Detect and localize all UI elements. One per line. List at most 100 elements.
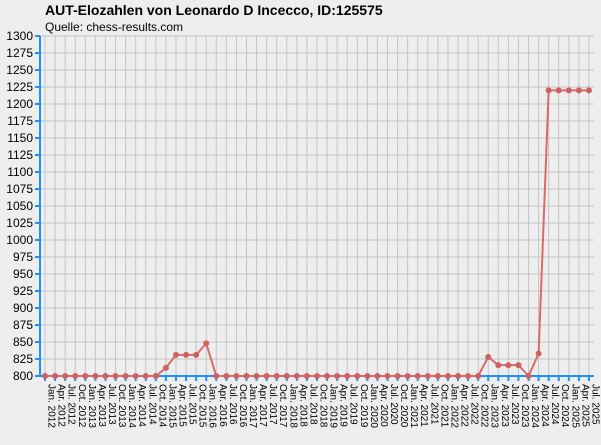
y-tick-labels: 800 825 850 875 900 925 950 975 1000 1025 1050 1075… [6, 29, 33, 383]
x-tick-label: Jul. 2021 [428, 384, 439, 425]
x-tick-label: Jan. 2013 [86, 384, 97, 428]
data-point [485, 353, 492, 360]
data-point [122, 373, 129, 379]
x-tick-label: Jan. 2017 [247, 384, 258, 428]
data-point [213, 373, 220, 379]
x-tick-label: Jul. 2015 [187, 384, 198, 425]
data-point [404, 373, 411, 379]
data-point [515, 362, 522, 369]
x-tick-label: Apr. 2019 [338, 384, 349, 427]
data-point [414, 373, 421, 379]
y-tick-label: 1125 [7, 148, 33, 162]
y-tick-label: 1300 [6, 29, 33, 43]
x-tick-label: Apr. 2023 [499, 384, 510, 427]
x-tick-label: Jul. 2013 [106, 384, 117, 425]
y-tick-label: 875 [13, 318, 33, 332]
data-point [495, 362, 502, 369]
data-point [263, 373, 270, 379]
y-tick-label: 925 [13, 284, 33, 298]
x-tick-label: Oct. 2021 [438, 384, 449, 428]
x-tick-label: Jan. 2021 [408, 384, 419, 428]
data-point [193, 351, 200, 358]
data-point [273, 373, 280, 379]
x-tick-label: Oct. 2022 [479, 384, 490, 428]
y-tick-label: 1100 [7, 165, 33, 179]
x-tick-label: Jan. 2020 [368, 384, 379, 428]
x-tick-label: Jan. 2015 [166, 384, 177, 428]
x-tick-label: Jul. 2025 [589, 384, 600, 425]
x-tick-label: Apr. 2015 [176, 384, 187, 427]
x-tick-label: Jul. 2012 [66, 384, 77, 425]
x-tick-label: Oct. 2023 [519, 384, 530, 428]
data-point [565, 87, 572, 94]
x-tick-label: Jan. 2024 [529, 384, 540, 428]
x-tick-label: Apr. 2017 [257, 384, 268, 427]
data-point [525, 373, 532, 379]
data-point [142, 373, 149, 379]
x-tick-label: Jul. 2022 [469, 384, 480, 425]
data-point [52, 373, 59, 379]
x-tick-label: Apr. 2022 [459, 384, 470, 427]
data-point [314, 373, 320, 379]
x-tick-label: Apr. 2018 [297, 384, 308, 427]
x-tick-label: Oct. 2024 [559, 384, 570, 428]
x-tick-label: Oct. 2016 [237, 384, 248, 428]
data-point [243, 373, 250, 379]
x-tick-label: Oct. 2017 [277, 384, 288, 428]
data-point [293, 373, 300, 379]
data-point [505, 362, 512, 369]
x-tick-label: Jan. 2023 [489, 384, 500, 428]
x-tick-label: Apr. 2025 [579, 384, 590, 427]
x-tick-label: Jul. 2018 [307, 384, 318, 425]
x-tick-label: Jan. 2012 [46, 384, 57, 428]
data-point [354, 373, 361, 379]
data-point [455, 373, 462, 379]
x-tick-label: Oct. 2014 [156, 384, 167, 428]
x-tick-label: Apr. 2024 [539, 384, 550, 427]
y-tick-label: 950 [13, 267, 33, 281]
x-tick-label: Jan. 2016 [207, 384, 218, 428]
x-tick-label: Jul. 2024 [549, 384, 560, 425]
data-point [334, 373, 341, 379]
x-tick-label: Jul. 2016 [227, 384, 238, 425]
x-tick-label: Jul. 2014 [146, 384, 157, 425]
data-point [72, 373, 79, 379]
data-point [364, 373, 371, 379]
y-tick-label: 1025 [6, 216, 33, 230]
data-point [545, 87, 552, 94]
x-tick-label: Jan. 2025 [569, 384, 580, 428]
y-tick-label: 1075 [6, 182, 33, 196]
data-point [344, 373, 351, 379]
x-tick-label: Apr. 2012 [56, 384, 67, 427]
y-tick-label: 1175 [7, 114, 33, 128]
data-point [102, 373, 109, 379]
data-point [233, 373, 240, 379]
x-tick-label: Apr. 2016 [217, 384, 228, 427]
y-tick-label: 1200 [6, 97, 33, 111]
y-tick-label: 1275 [6, 46, 33, 60]
y-tick-label: 1000 [6, 233, 33, 247]
data-point [384, 373, 391, 379]
data-point [444, 373, 451, 379]
data-point [132, 373, 139, 379]
axes [35, 35, 594, 381]
x-tick-label: Jul. 2017 [267, 384, 278, 425]
grid [40, 35, 594, 377]
y-tick-label: 1225 [6, 80, 33, 94]
data-point [42, 373, 49, 379]
data-point [585, 87, 592, 94]
x-tick-labels: Jan. 2012 Apr. 2012 Jul. 2012 Oct. 2012 Jan.… [46, 384, 601, 428]
x-tick-label: Oct. 2013 [116, 384, 127, 428]
x-tick-label: Oct. 2019 [358, 384, 369, 428]
data-point [223, 373, 230, 379]
data-point [424, 373, 431, 379]
data-point [535, 350, 542, 357]
data-point [152, 373, 159, 379]
x-tick-label: Apr. 2021 [418, 384, 429, 427]
data-point [82, 373, 89, 379]
chart-title: AUT-Elozahlen von Leonardo D Incecco, ID… [45, 2, 383, 18]
y-tick-label: 1150 [7, 131, 33, 145]
y-tick-label: 825 [13, 352, 33, 366]
y-tick-label: 900 [13, 301, 33, 315]
